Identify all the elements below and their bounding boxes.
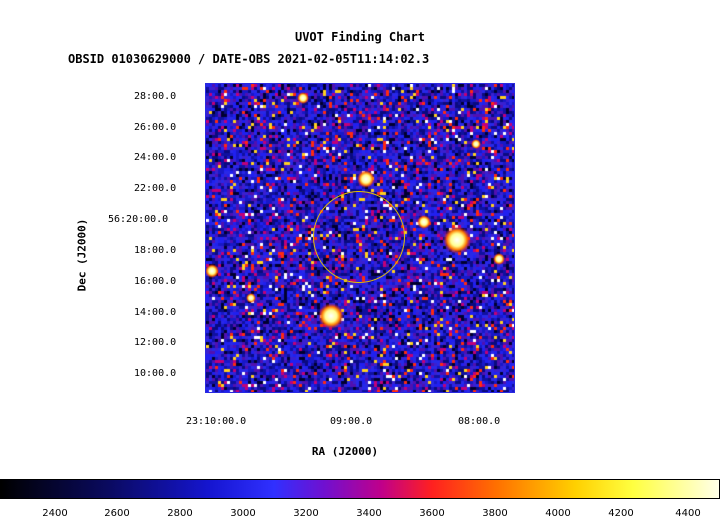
colorbar-tick-label: 3600 <box>419 508 445 519</box>
y-tick-label: 22:00.0 <box>134 183 177 194</box>
y-tick-label: 28:00.0 <box>134 91 177 102</box>
source-region-circle <box>313 191 405 283</box>
colorbar-tick-label: 3800 <box>482 508 508 519</box>
colorbar-tick-label: 4000 <box>545 508 571 519</box>
colorbar-tick-label: 2600 <box>104 508 130 519</box>
chart-subtitle: OBSID 01030629000 / DATE-OBS 2021-02-05T… <box>68 52 430 66</box>
y-tick-label: 26:00.0 <box>134 122 177 133</box>
x-axis-label: RA (J2000) <box>311 445 379 458</box>
y-tick-label: 10:00.0 <box>134 368 177 379</box>
chart-title: UVOT Finding Chart <box>294 30 426 44</box>
colorbar-tick-label: 2800 <box>167 508 193 519</box>
colorbar-tick-label: 2400 <box>42 508 68 519</box>
colorbar-tick-label: 4400 <box>675 508 701 519</box>
colorbar-tick-label: 3400 <box>356 508 382 519</box>
y-tick-label: 24:00.0 <box>134 152 177 163</box>
y-tick-label: 12:00.0 <box>134 337 177 348</box>
y-tick-label: 14:00.0 <box>134 307 177 318</box>
colorbar <box>0 479 720 499</box>
colorbar-tick-label: 3000 <box>230 508 256 519</box>
colorbar-tick-label: 4200 <box>608 508 634 519</box>
colorbar-tick-label: 3200 <box>293 508 319 519</box>
x-tick-label: 08:00.0 <box>458 416 501 427</box>
y-tick-label: 16:00.0 <box>134 276 177 287</box>
x-tick-label: 09:00.0 <box>330 416 373 427</box>
x-tick-label: 23:10:00.0 <box>186 416 247 427</box>
y-tick-label: 56:20:00.0 <box>108 214 169 225</box>
y-axis-label: Dec (J2000) <box>75 218 89 292</box>
y-tick-label: 18:00.0 <box>134 245 177 256</box>
